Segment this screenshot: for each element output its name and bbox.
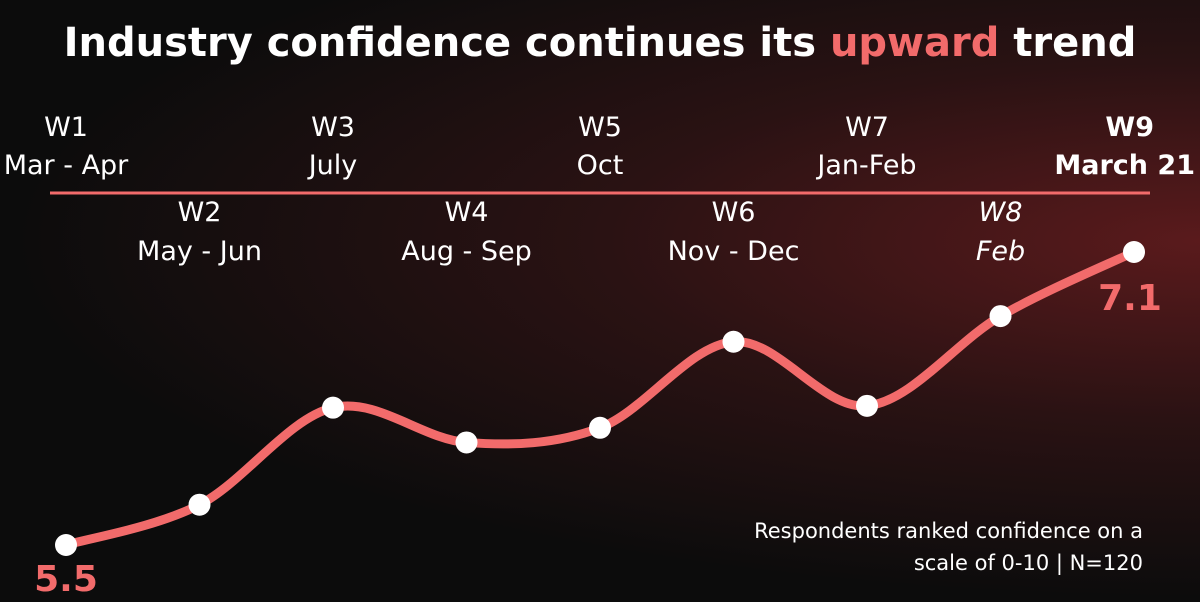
point (1123, 241, 1145, 263)
category-label: W2 (178, 197, 222, 228)
point (989, 305, 1012, 328)
title-part: trend (1013, 20, 1137, 66)
point (455, 431, 478, 454)
period-label: March 21 (1054, 150, 1195, 181)
data-label: 5.5 (34, 559, 98, 600)
period-label: Nov - Dec (668, 236, 800, 267)
period-label: Feb (976, 236, 1025, 267)
point (55, 534, 77, 556)
note: scale of 0-10 | N=120 (914, 551, 1143, 576)
line (61, 247, 1139, 550)
category-label: W4 (445, 197, 489, 228)
period-label: Oct (577, 150, 624, 181)
category-label: W1 (44, 112, 88, 143)
period-label: July (307, 150, 358, 181)
note: Respondents ranked confidence on a (754, 519, 1143, 543)
period-label: May - Jun (137, 236, 262, 267)
category-label: W5 (578, 112, 622, 143)
point (722, 330, 745, 353)
point (589, 416, 611, 439)
category-label: W7 (845, 112, 889, 143)
point (322, 396, 344, 419)
category-label: W9 (1105, 112, 1154, 143)
category-label: W3 (311, 112, 355, 143)
period-label: Mar - Apr (4, 150, 129, 181)
title-highlight: upward (829, 20, 1000, 66)
period-label: Jan-Feb (815, 150, 916, 181)
category-label: W6 (712, 197, 756, 228)
point (856, 394, 878, 417)
data-label: 7.1 (1098, 278, 1162, 319)
title-part: Industry confidence continues its (63, 20, 816, 66)
period-label: Aug - Sep (401, 236, 532, 267)
point (188, 493, 211, 516)
chart-title: Industry confidence continues its upward… (0, 20, 1200, 66)
category-label: W8 (979, 197, 1023, 228)
